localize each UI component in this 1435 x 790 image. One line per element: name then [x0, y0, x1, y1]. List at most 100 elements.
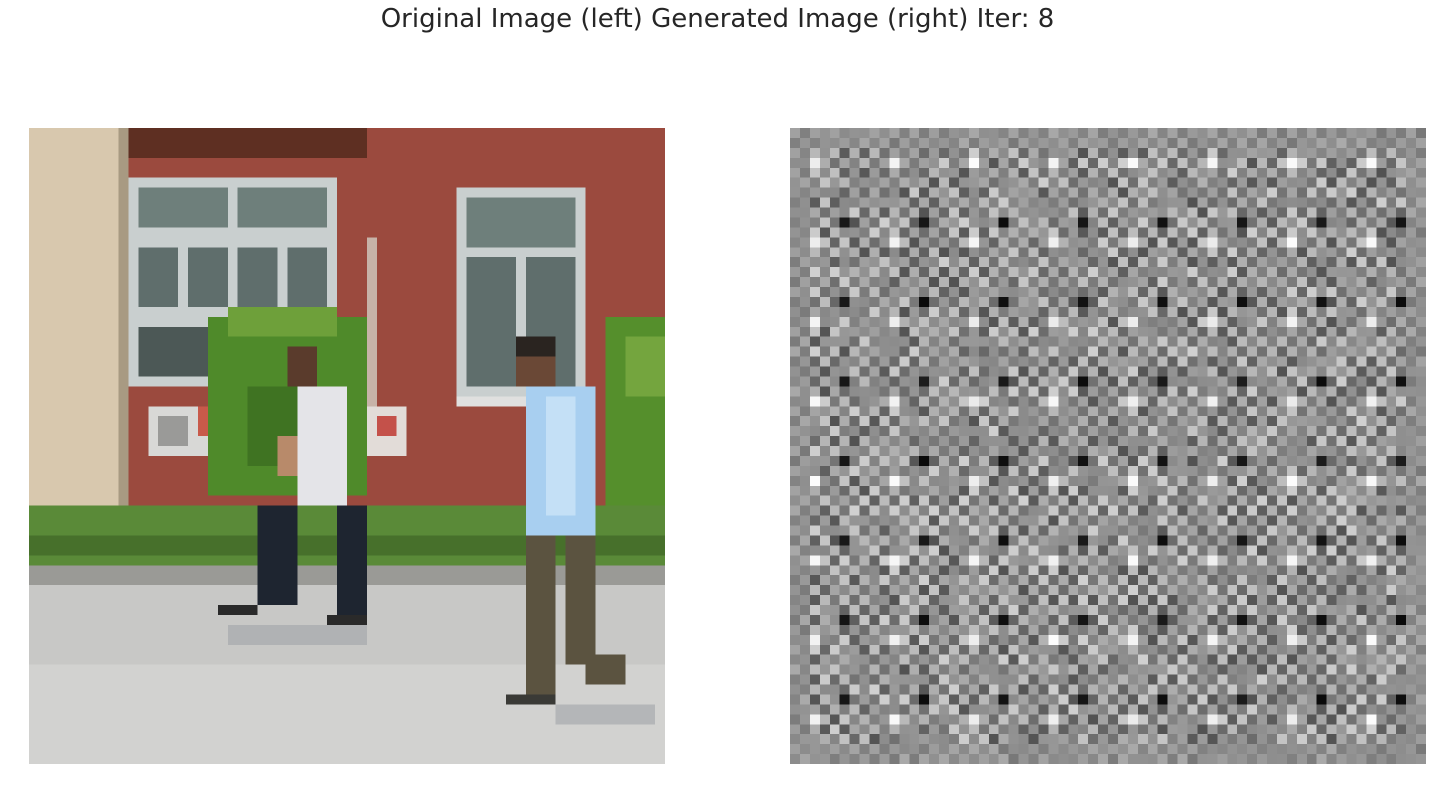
noise-cell	[1396, 366, 1407, 377]
noise-cell	[929, 634, 940, 645]
noise-cell	[879, 505, 890, 516]
noise-cell	[1406, 396, 1417, 407]
noise-cell	[1416, 624, 1426, 635]
noise-cell	[1197, 505, 1208, 516]
noise-cell	[1167, 167, 1178, 178]
noise-cell	[1157, 316, 1168, 327]
noise-cell	[1088, 545, 1099, 556]
noise-cell	[1048, 147, 1059, 158]
noise-cell	[1217, 446, 1228, 456]
noise-cell	[1038, 525, 1049, 536]
noise-cell	[988, 356, 999, 367]
noise-cell	[929, 187, 940, 198]
noise-cell	[1396, 247, 1407, 258]
noise-cell	[1326, 565, 1337, 576]
noise-cell	[1247, 614, 1258, 625]
noise-cell	[1237, 167, 1248, 178]
noise-cell	[1068, 277, 1079, 287]
noise-cell	[1008, 495, 1019, 506]
noise-cell	[988, 585, 999, 596]
noise-cell	[1117, 624, 1128, 635]
noise-cell	[1048, 495, 1059, 506]
noise-cell	[1167, 664, 1178, 675]
noise-cell	[1108, 386, 1118, 397]
noise-cell	[1137, 277, 1148, 287]
noise-cell	[869, 366, 880, 377]
noise-cell	[1316, 137, 1327, 148]
noise-cell	[1137, 257, 1148, 268]
noise-cell	[968, 267, 979, 278]
noise-cell	[1416, 296, 1426, 307]
noise-cell	[978, 446, 989, 456]
noise-cell	[909, 694, 920, 705]
noise-cell	[1068, 396, 1079, 407]
noise-cell	[1406, 237, 1417, 248]
noise-cell	[1038, 396, 1049, 407]
noise-cell	[1098, 197, 1108, 208]
noise-cell	[869, 535, 880, 546]
noise-cell	[1177, 436, 1188, 446]
noise-cell	[929, 197, 940, 208]
noise-cell	[909, 674, 920, 685]
noise-cell	[1237, 684, 1248, 695]
noise-cell	[799, 664, 810, 675]
noise-cell	[889, 535, 900, 546]
noise-cell	[958, 495, 969, 506]
noise-cell	[968, 346, 979, 357]
noise-cell	[1078, 426, 1089, 437]
noise-cell	[829, 326, 840, 337]
noise-cell	[939, 446, 949, 456]
noise-cell	[1406, 416, 1417, 427]
noise-cell	[998, 207, 1009, 218]
noise-cell	[849, 595, 860, 605]
noise-cell	[849, 217, 860, 228]
noise-cell	[889, 674, 900, 685]
noise-cell	[1237, 694, 1248, 705]
noise-cell	[909, 346, 920, 357]
noise-cell	[958, 446, 969, 456]
noise-cell	[1028, 744, 1039, 755]
noise-cell	[1108, 575, 1118, 586]
noise-cell	[1207, 644, 1218, 655]
noise-cell	[1098, 624, 1108, 635]
noise-cell	[1296, 316, 1307, 327]
noise-cell	[1326, 416, 1337, 427]
noise-cell	[1366, 287, 1377, 297]
noise-cell	[1177, 336, 1188, 347]
noise-cell	[809, 595, 820, 605]
noise-cell	[839, 257, 850, 268]
noise-cell	[1137, 505, 1148, 516]
noise-cell	[929, 754, 940, 764]
noise-cell	[1167, 624, 1178, 635]
noise-cell	[1078, 654, 1089, 665]
noise-cell	[1247, 406, 1258, 417]
original-image	[29, 128, 665, 764]
noise-cell	[799, 336, 810, 347]
noise-cell	[1296, 525, 1307, 536]
noise-cell	[1366, 495, 1377, 506]
noise-cell	[889, 475, 900, 486]
noise-cell	[1088, 187, 1099, 198]
noise-cell	[859, 744, 870, 755]
noise-cell	[869, 446, 880, 456]
noise-cell	[1117, 128, 1128, 138]
noise-cell	[1207, 436, 1218, 446]
noise-cell	[1406, 754, 1417, 764]
noise-cell	[1276, 684, 1287, 695]
noise-cell	[988, 446, 999, 456]
noise-cell	[1207, 376, 1218, 387]
noise-cell	[998, 296, 1009, 307]
noise-cell	[879, 217, 890, 228]
noise-cell	[1386, 386, 1397, 397]
noise-cell	[1147, 128, 1158, 138]
noise-cell	[1157, 545, 1168, 556]
noise-cell	[929, 724, 940, 735]
noise-cell	[1068, 406, 1079, 417]
noise-cell	[1406, 336, 1417, 347]
noise-cell	[1356, 754, 1367, 764]
noise-cell	[1356, 366, 1367, 377]
noise-cell	[1068, 644, 1079, 655]
noise-cell	[1306, 197, 1317, 208]
noise-cell	[1068, 227, 1079, 238]
noise-cell	[1366, 356, 1377, 367]
